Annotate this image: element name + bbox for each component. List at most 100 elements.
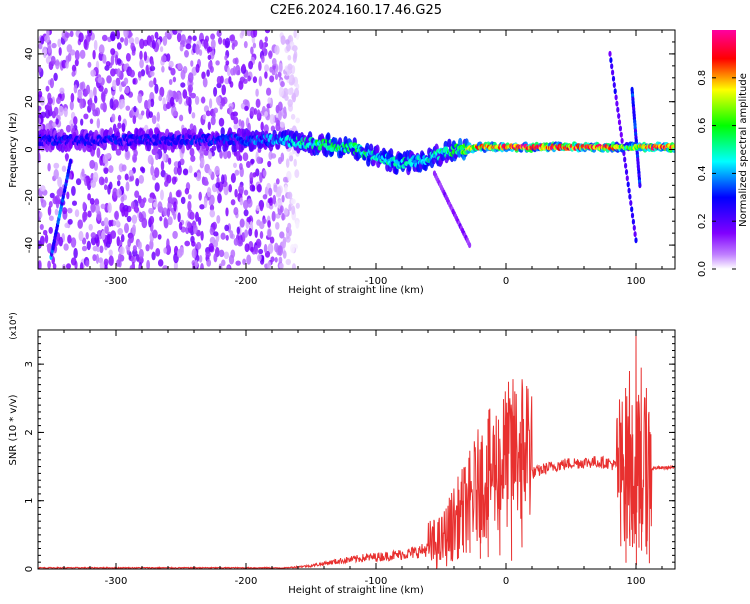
noise-speck [173,166,178,175]
noise-speck [229,34,235,42]
noise-speck [214,165,220,176]
noise-speck [94,204,100,214]
noise-speck [64,222,70,229]
streak-blob [620,137,624,144]
noise-speck [241,30,245,37]
noise-speck [93,86,97,98]
noise-speck [295,202,300,209]
noise-speck [280,81,285,88]
noise-speck [146,259,151,269]
ridge-halo [458,137,463,147]
noise-speck [282,176,288,183]
noise-speck [104,264,108,269]
noise-speck [150,70,155,77]
noise-speck [262,194,268,200]
noise-speck [221,259,226,267]
noise-speck [162,207,168,217]
noise-speck [250,46,254,55]
noise-speck [182,89,188,99]
noise-speck [38,152,41,163]
noise-speck [104,65,110,71]
y-tick-label: 2 [24,429,35,435]
noise-speck [254,245,259,255]
noise-speck [65,124,72,133]
noise-speck [209,65,214,73]
noise-speck [56,96,61,105]
noise-speck [126,215,132,223]
noise-speck [51,42,57,49]
noise-speck [216,214,221,224]
noise-speck [115,219,120,227]
noise-speck [241,63,246,72]
noise-speck [159,216,163,222]
noise-speck [207,54,212,61]
noise-speck [246,254,252,265]
noise-speck [98,176,105,186]
noise-speck [98,257,104,264]
noise-speck [105,60,111,67]
noise-speck [87,193,91,201]
noise-speck [230,173,236,184]
noise-speck [177,165,182,176]
colorbar-tick-label: 0.2 [697,213,708,229]
streak-blob [630,206,634,213]
noise-speck [70,237,77,248]
noise-speck [55,118,59,125]
noise-speck [206,69,210,77]
noise-speck [42,229,48,236]
noise-speck [190,92,196,99]
noise-speck [77,219,83,229]
noise-speck [104,176,108,184]
noise-speck [93,39,98,51]
noise-speck [239,218,245,228]
noise-speck [229,230,234,239]
spectrogram-heatmap [38,30,675,269]
noise-speck [121,122,126,133]
noise-speck [239,197,244,206]
ridge-halo [148,128,153,138]
streak-blob [611,75,616,82]
noise-speck [279,262,284,269]
noise-speck [137,71,142,78]
noise-speck [62,207,68,215]
noise-speck [69,100,74,111]
noise-speck [117,174,122,181]
noise-speck [58,46,62,56]
noise-speck [173,261,178,269]
noise-speck [168,79,173,85]
streak-blob [611,69,615,76]
noise-speck [210,39,216,50]
snr-multiplier: (x10⁴) [9,312,19,339]
noise-speck [243,189,249,196]
noise-speck [284,95,289,101]
noise-speck [47,92,52,102]
noise-speck [264,71,268,79]
noise-speck [274,45,280,55]
noise-speck [38,66,42,73]
noise-speck [44,234,49,244]
noise-speck [184,240,191,247]
noise-speck [202,114,207,120]
noise-speck [287,222,292,230]
noise-speck [125,52,131,62]
noise-speck [233,238,239,246]
noise-speck [195,172,202,182]
noise-speck [49,192,55,199]
noise-speck [115,148,122,156]
colorbar-label: Normalized spectral amplitude [738,73,749,227]
noise-speck [129,264,134,269]
noise-speck [290,113,296,120]
noise-speck [168,191,173,203]
noise-speck [240,102,246,110]
noise-speck [132,115,137,125]
noise-speck [145,244,150,252]
noise-speck [45,56,51,65]
noise-speck [243,41,248,49]
noise-speck [248,227,253,237]
noise-speck [103,167,109,174]
noise-speck [218,249,225,258]
noise-speck [210,33,216,40]
noise-speck [262,169,267,177]
noise-speck [289,155,294,162]
noise-speck [164,180,169,187]
